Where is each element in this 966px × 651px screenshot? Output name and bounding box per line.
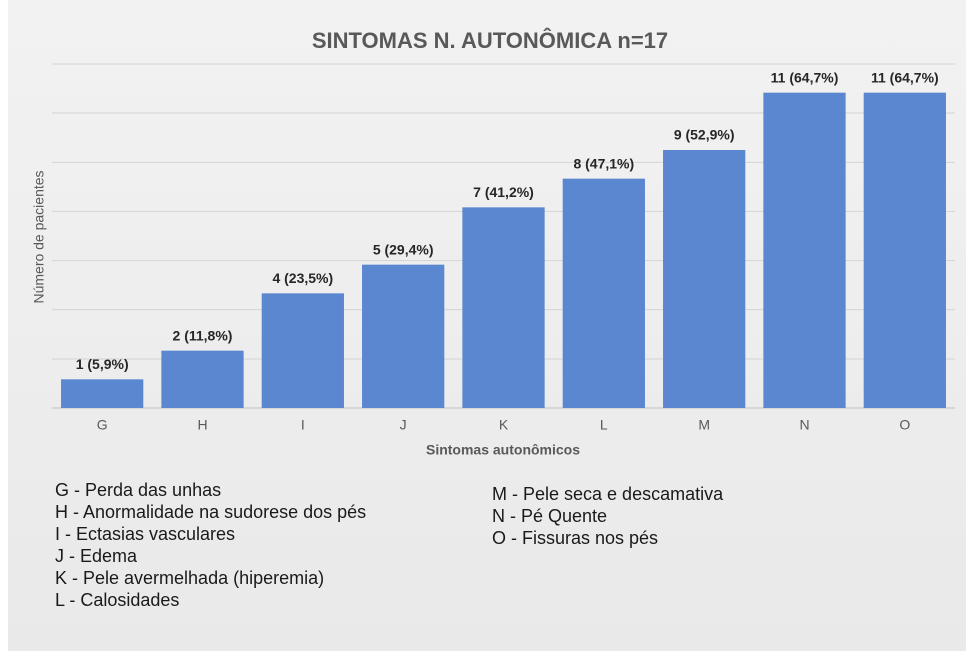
value-label: 2 (11,8%): [173, 327, 233, 343]
legend-note: J - Edema: [55, 546, 138, 566]
value-label: 11 (64,7%): [771, 69, 839, 85]
bar: [161, 350, 244, 408]
legend-note: L - Calosidades: [55, 590, 180, 610]
x-tick-label: M: [698, 417, 710, 433]
x-tick-label: K: [499, 417, 509, 433]
value-label: 5 (29,4%): [373, 241, 434, 257]
x-axis-label: Sintomas autonômicos: [426, 442, 580, 458]
bar: [763, 92, 846, 409]
value-label: 9 (52,9%): [674, 127, 735, 143]
x-tick-label: L: [600, 417, 608, 433]
bar: [462, 207, 545, 408]
legend-note: O - Fissuras nos pés: [492, 528, 659, 548]
bar: [663, 150, 746, 408]
x-tick-label: J: [400, 417, 407, 433]
x-tick-label: G: [97, 417, 108, 433]
value-label: 11 (64,7%): [871, 69, 939, 85]
x-tick-label: H: [197, 417, 207, 433]
bar: [61, 379, 144, 408]
legend-note: H - Anormalidade na sudorese dos pés: [55, 502, 367, 522]
bar: [362, 264, 445, 408]
notes-right: M - Pele seca e descamativa N - Pé Quente…: [492, 483, 852, 549]
notes-left: G - Perda das unhas H - Anormalidade na s…: [55, 479, 415, 611]
x-tick-label: I: [301, 417, 305, 433]
value-label: 8 (47,1%): [573, 155, 634, 171]
value-label: 4 (23,5%): [272, 270, 333, 286]
chart-title: SINTOMAS N. AUTONÔMICA n=17: [312, 28, 668, 53]
legend-note: M - Pele seca e descamativa: [492, 484, 724, 504]
y-axis-label: Número de pacientes: [31, 170, 47, 303]
legend-note: N - Pé Quente: [492, 506, 608, 526]
value-label: 1 (5,9%): [76, 356, 129, 372]
legend-note: G - Perda das unhas: [55, 480, 222, 500]
value-label: 7 (41,2%): [473, 184, 534, 200]
bar: [863, 92, 946, 409]
legend-note: I - Ectasias vasculares: [55, 524, 236, 544]
bar: [261, 293, 344, 408]
bar: [562, 178, 645, 408]
legend-note: K - Pele avermelhada (hiperemia): [55, 568, 325, 588]
x-tick-label: N: [799, 417, 809, 433]
x-tick-label: O: [899, 417, 910, 433]
